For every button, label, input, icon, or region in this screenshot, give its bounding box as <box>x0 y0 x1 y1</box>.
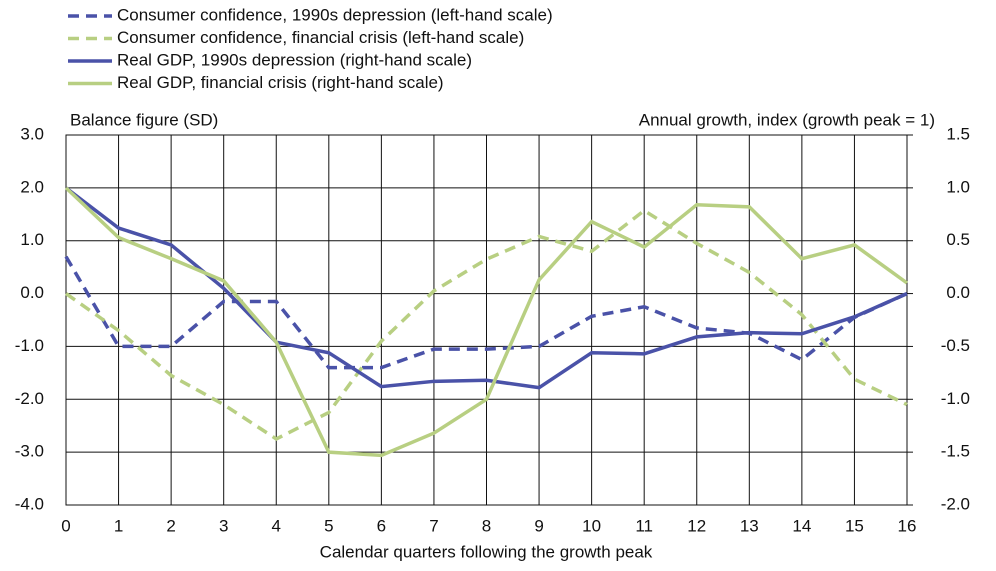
x-tick-label: 4 <box>272 516 281 535</box>
x-tick-label: 14 <box>792 516 811 535</box>
y2-tick-label: -0.5 <box>941 336 970 355</box>
x-tick-label: 0 <box>61 516 70 535</box>
x-tick-label: 8 <box>482 516 491 535</box>
y2-tick-label: 0.5 <box>946 230 970 249</box>
legend-label: Consumer confidence, 1990s depression (l… <box>117 5 553 24</box>
x-tick-label: 5 <box>324 516 333 535</box>
series-line <box>64 186 909 458</box>
series-line <box>64 255 908 370</box>
x-tick-label: 6 <box>377 516 386 535</box>
legend-label: Consumer confidence, financial crisis (l… <box>117 28 524 47</box>
x-tick-label: 1 <box>114 516 123 535</box>
y-tick-label: -2.0 <box>15 389 44 408</box>
x-tick-label: 2 <box>166 516 175 535</box>
y-tick-label: 3.0 <box>20 124 44 143</box>
y2-tick-label: 1.0 <box>946 177 970 196</box>
x-tick-label: 16 <box>898 516 917 535</box>
y2-tick-label: -1.5 <box>941 442 970 461</box>
y2-axis-label: Annual growth, index (growth peak = 1) <box>639 110 935 129</box>
y-axis-label: Balance figure (SD) <box>70 110 218 129</box>
x-tick-label: 15 <box>845 516 864 535</box>
y2-tick-label: 0.0 <box>946 283 970 302</box>
legend-label: Real GDP, 1990s depression (right-hand s… <box>117 50 472 69</box>
x-tick-label: 10 <box>582 516 601 535</box>
y-tick-label: -3.0 <box>15 442 44 461</box>
y-tick-label: 2.0 <box>20 177 44 196</box>
y2-tick-label: -2.0 <box>941 494 970 513</box>
legend-label: Real GDP, financial crisis (right-hand s… <box>117 73 444 92</box>
y-tick-label: -4.0 <box>15 494 44 513</box>
y-tick-label: 0.0 <box>20 283 44 302</box>
y2-tick-label: -1.0 <box>941 389 970 408</box>
x-tick-label: 12 <box>687 516 706 535</box>
x-tick-label: 7 <box>429 516 438 535</box>
x-tick-label: 13 <box>740 516 759 535</box>
y-tick-label: 1.0 <box>20 230 44 249</box>
y-tick-label: -1.0 <box>15 336 44 355</box>
x-axis-label: Calendar quarters following the growth p… <box>320 542 653 561</box>
x-tick-label: 11 <box>635 516 653 535</box>
y2-tick-label: 1.5 <box>946 124 970 143</box>
x-tick-label: 3 <box>219 516 228 535</box>
x-tick-label: 9 <box>534 516 543 535</box>
